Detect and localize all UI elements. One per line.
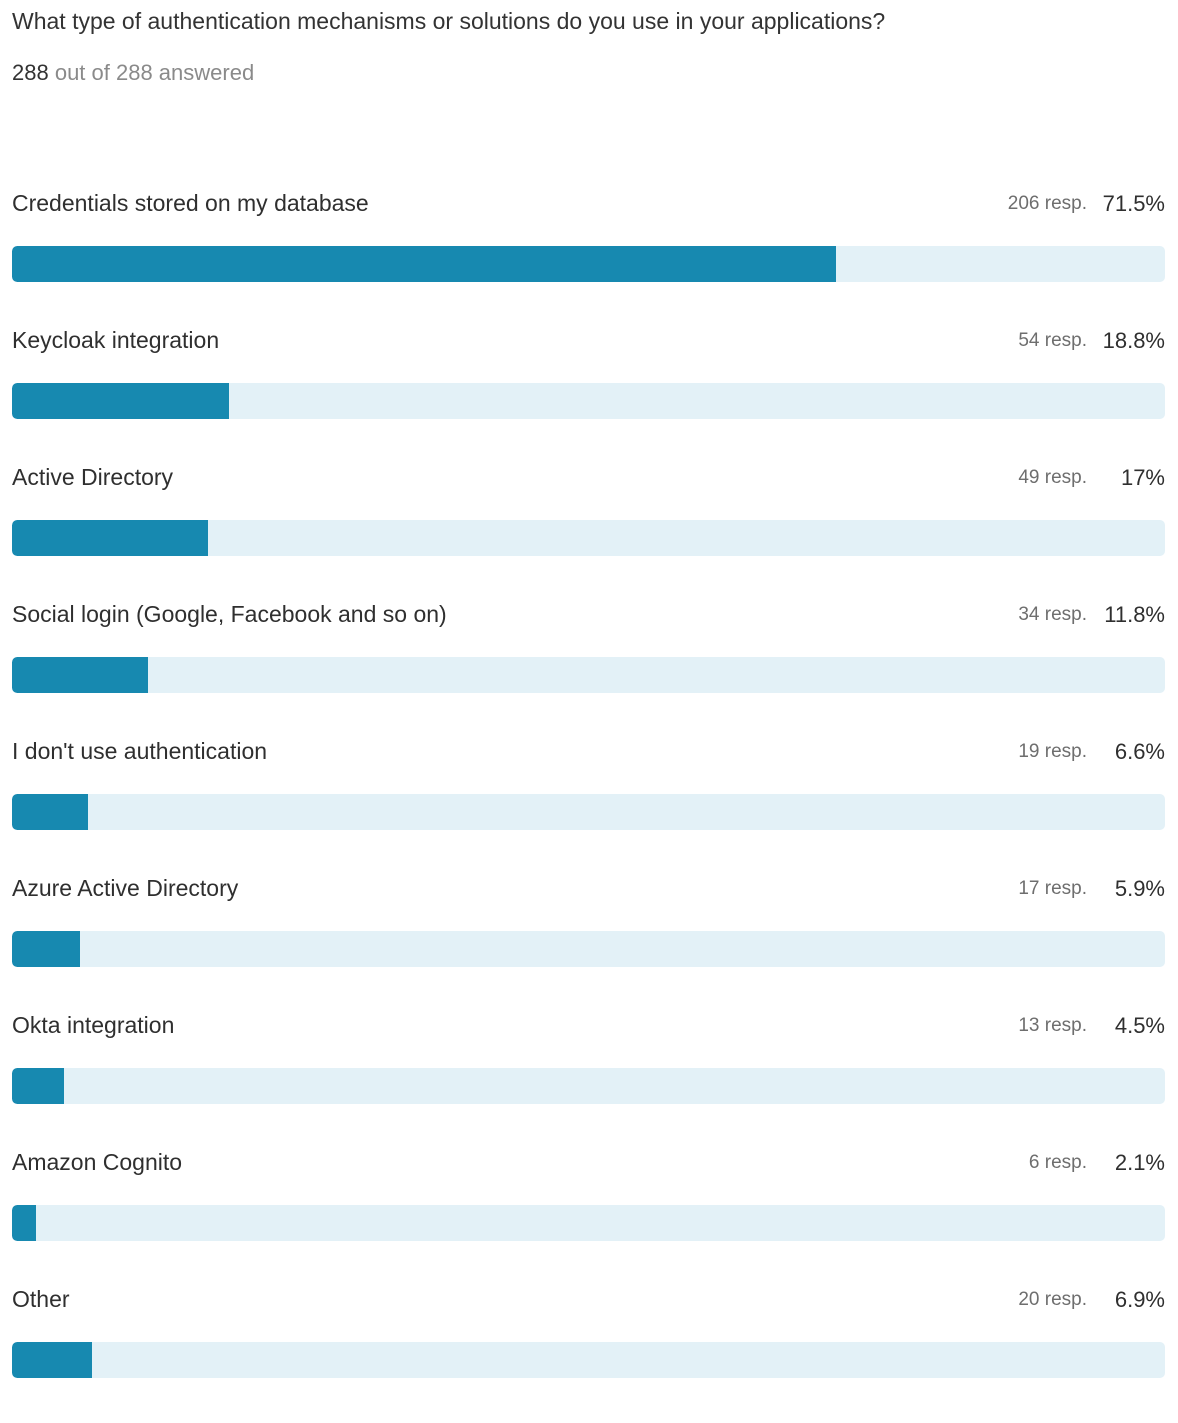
answered-summary: 288 out of 288 answered: [12, 60, 254, 86]
percent-label: 18.8%: [1102, 328, 1165, 353]
category-label: Amazon Cognito: [12, 1149, 183, 1175]
bar-fill: [12, 657, 149, 693]
bar-track: [12, 1068, 1165, 1104]
bar-track: [12, 383, 1165, 419]
bar-fill: [12, 931, 81, 967]
chart-row: Azure Active Directory 17 resp. 5.9%: [12, 875, 1165, 1012]
response-count-label: 20 resp.: [1018, 1289, 1087, 1310]
category-label: Azure Active Directory: [12, 875, 239, 901]
percent-label: 4.5%: [1114, 1013, 1165, 1038]
bar-track: [12, 931, 1165, 967]
bar-fill: [12, 1342, 92, 1378]
chart-row: Credentials stored on my database 206 res…: [12, 190, 1165, 327]
bar-fill: [12, 246, 837, 282]
percent-label: 5.9%: [1114, 876, 1165, 901]
category-label: I don't use authentication: [12, 738, 268, 764]
chart-row: Okta integration 13 resp. 4.5%: [12, 1012, 1165, 1149]
bar-fill: [12, 794, 89, 830]
category-label: Okta integration: [12, 1012, 175, 1038]
bar-track: [12, 657, 1165, 693]
response-count-label: 17 resp.: [1018, 878, 1087, 899]
response-bar-chart: Credentials stored on my database 206 res…: [12, 190, 1165, 1423]
question-title: What type of authentication mechanisms o…: [12, 8, 886, 34]
response-count-label: 49 resp.: [1018, 467, 1087, 488]
percent-label: 6.6%: [1114, 739, 1165, 764]
bar-track: [12, 246, 1165, 282]
bar-track: [12, 520, 1165, 556]
answered-text: out of 288 answered: [48, 60, 255, 85]
chart-row: Amazon Cognito 6 resp. 2.1%: [12, 1149, 1165, 1286]
bar-fill: [12, 1205, 37, 1241]
category-label: Credentials stored on my database: [12, 190, 369, 216]
chart-row: Keycloak integration 54 resp. 18.8%: [12, 327, 1165, 464]
bar-track: [12, 1342, 1165, 1378]
percent-label: 6.9%: [1114, 1287, 1165, 1312]
category-label: Keycloak integration: [12, 327, 220, 353]
chart-row: Other 20 resp. 6.9%: [12, 1286, 1165, 1423]
percent-label: 17%: [1120, 465, 1165, 490]
response-count-label: 6 resp.: [1028, 1152, 1087, 1173]
category-label: Social login (Google, Facebook and so on…: [12, 601, 447, 627]
response-count-label: 19 resp.: [1018, 741, 1087, 762]
bar-track: [12, 1205, 1165, 1241]
response-count-label: 13 resp.: [1018, 1015, 1087, 1036]
bar-track: [12, 794, 1165, 830]
response-count-label: 206 resp.: [1007, 193, 1087, 214]
percent-label: 11.8%: [1104, 602, 1165, 627]
response-count-label: 54 resp.: [1018, 330, 1087, 351]
bar-fill: [12, 383, 229, 419]
answered-count: 288: [12, 60, 49, 85]
chart-row: I don't use authentication 19 resp. 6.6%: [12, 738, 1165, 875]
category-label: Other: [12, 1286, 70, 1312]
bar-fill: [12, 520, 208, 556]
chart-row: Active Directory 49 resp. 17%: [12, 464, 1165, 601]
chart-row: Social login (Google, Facebook and so on…: [12, 601, 1165, 738]
percent-label: 2.1%: [1114, 1150, 1165, 1175]
percent-label: 71.5%: [1102, 191, 1165, 216]
bar-fill: [12, 1068, 64, 1104]
category-label: Active Directory: [12, 464, 174, 490]
response-count-label: 34 resp.: [1018, 604, 1087, 625]
